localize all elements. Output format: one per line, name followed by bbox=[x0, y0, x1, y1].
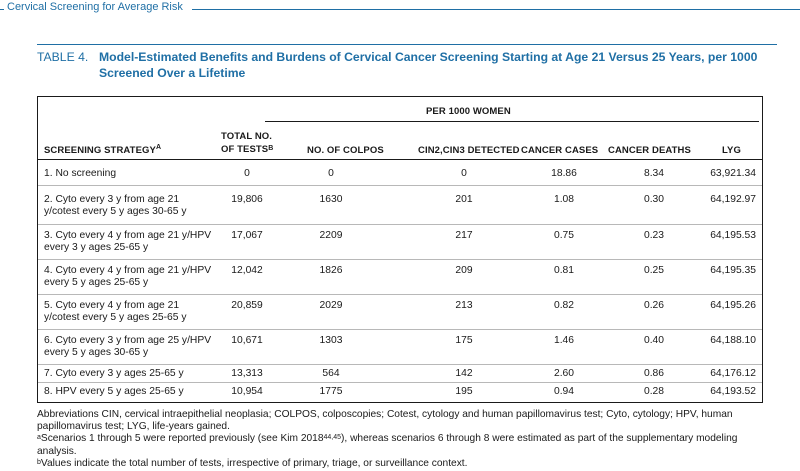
row-cin: 142 bbox=[455, 368, 473, 379]
row-lyg: 64,195.53 bbox=[710, 230, 756, 241]
row-colpos: 2209 bbox=[319, 230, 343, 241]
header-tests-line2: OF TESTS bbox=[221, 144, 269, 155]
row-cin: 217 bbox=[455, 230, 473, 241]
footnote-a-text-after: ), whereas scenarios 6 through 8 were es… bbox=[37, 433, 738, 457]
row-lyg: 64,176.12 bbox=[710, 368, 756, 379]
header-cin: CIN2,CIN3 DETECTED bbox=[418, 145, 520, 156]
row-divider bbox=[38, 329, 762, 330]
row-cin: 195 bbox=[455, 386, 473, 397]
row-lyg: 64,192.97 bbox=[710, 194, 756, 205]
row-cin: 0 bbox=[461, 168, 467, 179]
row-total-tests: 12,042 bbox=[231, 265, 263, 276]
footnote-a-reference: 44,45 bbox=[323, 434, 342, 442]
row-cancer-cases: 0.75 bbox=[553, 230, 575, 241]
row-colpos: 1303 bbox=[319, 335, 343, 346]
row-total-tests: 20,859 bbox=[231, 300, 263, 311]
row-cancer-deaths: 0.86 bbox=[643, 368, 665, 379]
row-divider bbox=[38, 185, 762, 186]
footnote-abbreviations: Abbreviations CIN, cervical intraepithel… bbox=[37, 409, 733, 433]
row-total-tests: 10,954 bbox=[231, 386, 263, 397]
row-divider bbox=[38, 364, 762, 365]
header-tests-line1: TOTAL NO. bbox=[221, 131, 273, 142]
header-strategy: SCREENING STRATEGYa bbox=[44, 144, 162, 156]
header-colpos: NO. OF COLPOS bbox=[307, 145, 384, 156]
row-lyg: 64,195.35 bbox=[710, 265, 756, 276]
group-header-rule bbox=[265, 121, 759, 122]
row-colpos: 1630 bbox=[319, 194, 343, 205]
header-rule bbox=[38, 159, 762, 160]
running-head: Cervical Screening for Average Risk bbox=[0, 0, 800, 20]
header-strategy-footnote-mark: a bbox=[155, 144, 162, 151]
header-lyg: LYG bbox=[722, 145, 741, 156]
row-strategy: 7. Cyto every 3 y ages 25-65 y bbox=[44, 368, 184, 379]
table-footnotes: Abbreviations CIN, cervical intraepithel… bbox=[37, 409, 767, 470]
row-cancer-cases: 1.08 bbox=[553, 194, 575, 205]
row-divider bbox=[38, 259, 762, 260]
header-cancer-cases: CANCER CASES bbox=[521, 145, 599, 156]
row-strategy: 4. Cyto every 4 y from age 21 y/HPV ever… bbox=[44, 265, 212, 288]
row-colpos: 564 bbox=[322, 368, 340, 379]
row-strategy: 2. Cyto every 3 y from age 21 y/cotest e… bbox=[44, 194, 187, 217]
row-cancer-deaths: 0.26 bbox=[643, 300, 665, 311]
table-title: Model-Estimated Benefits and Burdens of … bbox=[99, 50, 758, 80]
group-header: PER 1000 WOMEN bbox=[426, 106, 511, 117]
running-head-text: Cervical Screening for Average Risk bbox=[7, 1, 183, 13]
running-head-rule-right bbox=[192, 9, 800, 10]
row-strategy: 1. No screening bbox=[44, 168, 117, 179]
row-lyg: 64,193.52 bbox=[710, 386, 756, 397]
row-cancer-cases: 0.94 bbox=[553, 386, 575, 397]
row-cancer-deaths: 0.23 bbox=[643, 230, 665, 241]
table-number: TABLE 4. bbox=[37, 50, 89, 64]
row-cancer-deaths: 8.34 bbox=[643, 168, 665, 179]
row-total-tests: 19,806 bbox=[231, 194, 263, 205]
row-cancer-deaths: 0.28 bbox=[643, 386, 665, 397]
row-cin: 213 bbox=[455, 300, 473, 311]
row-lyg: 64,195.26 bbox=[710, 300, 756, 311]
running-head-rule-left bbox=[0, 9, 4, 10]
footnote-a-text-before: Scenarios 1 through 5 were reported prev… bbox=[40, 433, 324, 445]
row-colpos: 1826 bbox=[319, 265, 343, 276]
row-divider bbox=[38, 224, 762, 225]
row-cin: 201 bbox=[455, 194, 473, 205]
row-cancer-cases: 2.60 bbox=[553, 368, 575, 379]
row-strategy: 6. Cyto every 3 y from age 25 y/HPV ever… bbox=[44, 335, 212, 358]
row-cancer-deaths: 0.25 bbox=[643, 265, 665, 276]
caption-top-rule bbox=[37, 44, 777, 45]
header-cancer-deaths: CANCER DEATHS bbox=[608, 145, 691, 156]
footnote-b: bValues indicate the total number of tes… bbox=[37, 458, 767, 470]
footnote-b-mark: b bbox=[37, 458, 41, 466]
row-strategy: 3. Cyto every 4 y from age 21 y/HPV ever… bbox=[44, 230, 212, 253]
row-cancer-deaths: 0.40 bbox=[643, 335, 665, 346]
row-divider bbox=[38, 294, 762, 295]
row-cancer-cases: 18.86 bbox=[551, 168, 577, 179]
row-cancer-cases: 1.46 bbox=[553, 335, 575, 346]
row-colpos: 0 bbox=[328, 168, 334, 179]
row-colpos: 1775 bbox=[319, 386, 343, 397]
footnote-a: aScenarios 1 through 5 were reported pre… bbox=[37, 433, 767, 457]
row-total-tests: 13,313 bbox=[231, 368, 263, 379]
row-colpos: 2029 bbox=[319, 300, 343, 311]
header-total-tests: TOTAL NO. OF TESTSb bbox=[221, 130, 273, 156]
row-strategy: 8. HPV every 5 y ages 25-65 y bbox=[44, 386, 184, 397]
row-divider bbox=[38, 382, 762, 383]
row-total-tests: 17,067 bbox=[231, 230, 263, 241]
row-total-tests: 10,671 bbox=[231, 335, 263, 346]
row-cin: 175 bbox=[455, 335, 473, 346]
row-cancer-cases: 0.81 bbox=[553, 265, 575, 276]
row-lyg: 64,188.10 bbox=[710, 335, 756, 346]
footnote-b-text: Values indicate the total number of test… bbox=[40, 457, 468, 469]
row-total-tests: 0 bbox=[244, 168, 250, 179]
results-table: PER 1000 WOMEN SCREENING STRATEGYa TOTAL… bbox=[37, 96, 763, 403]
header-tests-footnote-mark: b bbox=[268, 145, 274, 152]
row-strategy: 5. Cyto every 4 y from age 21 y/cotest e… bbox=[44, 300, 187, 323]
row-cancer-cases: 0.82 bbox=[553, 300, 575, 311]
row-cin: 209 bbox=[455, 265, 473, 276]
header-strategy-label: SCREENING STRATEGY bbox=[44, 145, 156, 156]
row-cancer-deaths: 0.30 bbox=[643, 194, 665, 205]
row-lyg: 63,921.34 bbox=[710, 168, 756, 179]
footnote-a-mark: a bbox=[37, 434, 41, 442]
